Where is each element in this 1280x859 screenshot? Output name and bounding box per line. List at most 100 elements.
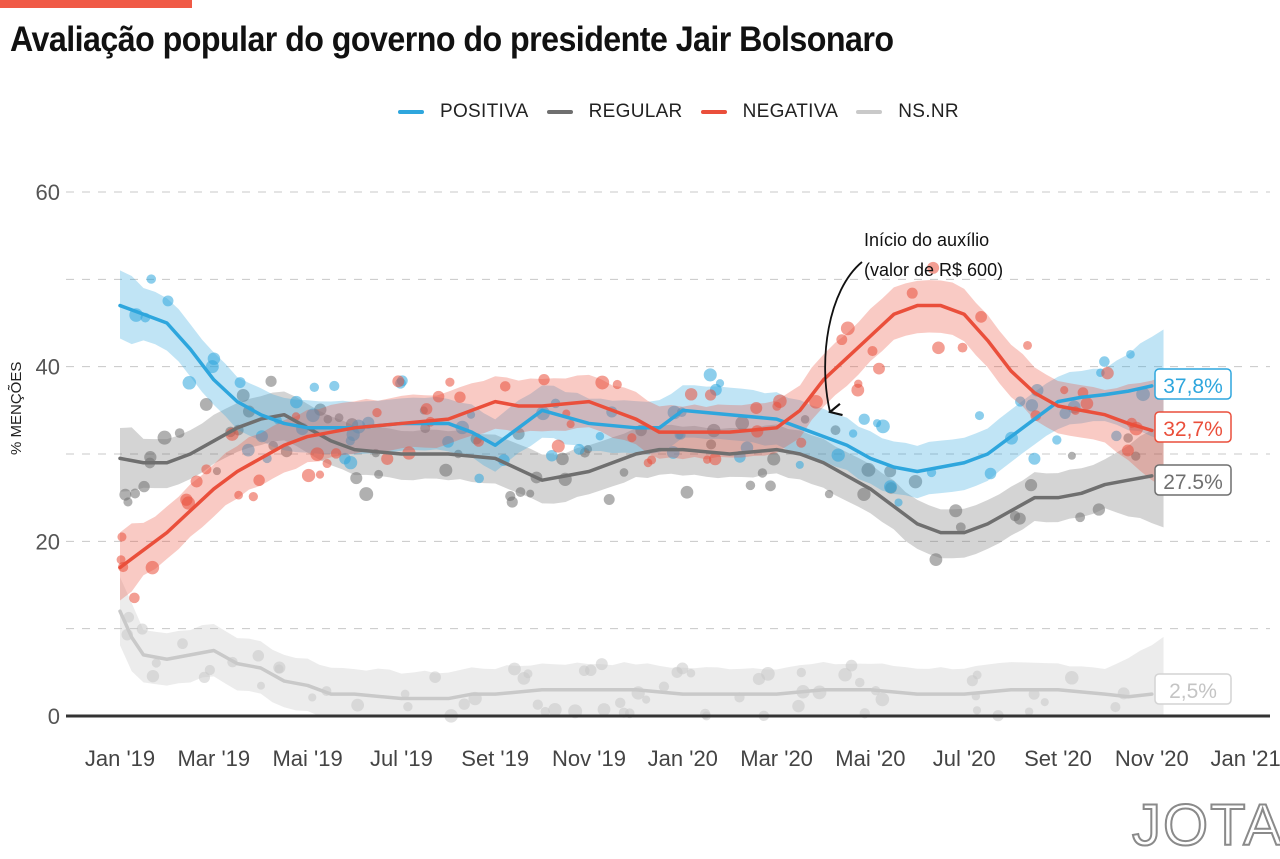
data-point-regular [515, 487, 526, 497]
data-point-positiva [329, 380, 340, 392]
annotation-arrow [824, 261, 863, 412]
data-point-regular [800, 415, 810, 424]
data-point-regular [745, 480, 756, 491]
data-point-regular [1075, 512, 1086, 523]
data-point-nsnr [508, 662, 521, 676]
legend-item-negativa[interactable]: NEGATIVA [700, 101, 839, 123]
data-point-regular [119, 488, 132, 501]
data-point-nsnr [752, 672, 766, 686]
legend-item-regular[interactable]: REGULAR [546, 101, 683, 123]
legend-label-nsnr: NS.NR [898, 101, 959, 122]
data-point-positiva [974, 411, 985, 421]
data-point-nsnr [615, 697, 626, 709]
data-point-negativa [372, 407, 382, 418]
annotation-text-line2: (valor de R$ 600) [864, 260, 1003, 280]
data-point-positiva [1052, 435, 1062, 445]
annotation-text-line1: Início do auxílio [864, 230, 989, 250]
x-tick-label: Mai '20 [835, 746, 905, 771]
legend-swatch-negativa [700, 110, 727, 114]
data-point-nsnr [578, 665, 590, 677]
end-label-positiva: 37,8% [1154, 368, 1232, 400]
data-point-nsnr [351, 698, 365, 712]
data-point-negativa [854, 379, 863, 388]
data-point-nsnr [256, 681, 265, 690]
legend-label-positiva: POSITIVA [440, 101, 529, 122]
data-point-positiva [1126, 350, 1135, 359]
data-point-nsnr [1024, 707, 1034, 716]
data-point-regular [130, 488, 141, 499]
legend-label-negativa: NEGATIVA [742, 101, 839, 122]
confidence-band-negativa [120, 280, 1164, 601]
data-point-regular [765, 480, 776, 492]
data-point-nsnr [548, 703, 562, 717]
data-point-nsnr [845, 659, 858, 672]
data-point-negativa [322, 458, 332, 469]
data-point-nsnr [676, 662, 689, 675]
data-point-positiva [1136, 387, 1150, 402]
data-point-regular [767, 452, 781, 466]
data-point-regular [236, 389, 250, 402]
data-point-nsnr [198, 671, 211, 683]
data-point-regular [1123, 433, 1133, 443]
data-point-nsnr [252, 650, 265, 662]
data-point-regular [824, 489, 834, 499]
trend-line-nsnr [118, 609, 1154, 701]
data-point-negativa [927, 261, 940, 274]
data-point-negativa [310, 447, 325, 461]
data-point-positiva [984, 467, 997, 480]
data-point-nsnr [151, 658, 161, 668]
y-tick-label-60: 60 [36, 180, 60, 205]
data-point-negativa [445, 377, 455, 387]
end-label-value-positiva: 37,8% [1163, 375, 1223, 398]
legend-item-nsnr[interactable]: NS.NR [856, 101, 959, 123]
data-point-regular [505, 490, 516, 502]
legend-item-positiva[interactable]: POSITIVA [398, 101, 529, 123]
data-point-nsnr [854, 677, 865, 688]
accent-bar [0, 0, 192, 8]
trend-line-negativa [118, 303, 1154, 570]
data-point-positiva [894, 498, 903, 507]
end-label-nsnr: 2,5% [1154, 673, 1232, 705]
data-point-regular [1092, 503, 1106, 516]
data-point-nsnr [597, 703, 611, 716]
data-point-positiva [474, 473, 484, 484]
x-tick-label: Jul '19 [370, 746, 433, 771]
data-point-negativa [932, 341, 945, 355]
data-point-nsnr [204, 664, 215, 676]
x-tick-label: Mai '19 [272, 746, 342, 771]
data-point-negativa [420, 403, 433, 415]
data-point-nsnr [123, 611, 135, 623]
data-point-negativa [957, 342, 968, 353]
data-point-regular [374, 469, 384, 479]
data-point-negativa [703, 455, 712, 464]
data-point-positiva [306, 408, 320, 423]
data-point-nsnr [1110, 702, 1121, 713]
data-point-nsnr [642, 695, 651, 704]
legend: POSITIVA REGULAR NEGATIVA NS.NR [398, 100, 977, 124]
series-nsnr [120, 577, 1164, 723]
data-point-negativa [704, 389, 717, 401]
data-point-negativa [129, 592, 140, 604]
data-point-regular [280, 445, 293, 458]
data-point-nsnr [838, 668, 852, 682]
data-point-negativa [1080, 397, 1094, 410]
data-point-nsnr [658, 681, 670, 692]
data-point-negativa [116, 555, 126, 565]
data-point-regular [1131, 451, 1141, 461]
data-point-negativa [647, 455, 657, 465]
data-point-regular [706, 439, 717, 450]
data-point-negativa [117, 532, 127, 542]
data-point-negativa [709, 452, 722, 466]
data-point-nsnr [400, 689, 410, 699]
data-point-positiva [715, 379, 725, 388]
data-point-positiva [831, 448, 845, 462]
data-point-regular [359, 487, 374, 502]
data-point-nsnr [429, 671, 441, 683]
data-point-nsnr [136, 623, 148, 635]
chart-title: Avaliação popular do governo do presiden… [10, 20, 894, 59]
data-point-positiva [795, 460, 804, 469]
data-point-nsnr [1040, 698, 1049, 707]
data-point-negativa [873, 362, 885, 375]
trend-line-regular [118, 412, 1154, 535]
legend-label-regular: REGULAR [588, 101, 683, 122]
